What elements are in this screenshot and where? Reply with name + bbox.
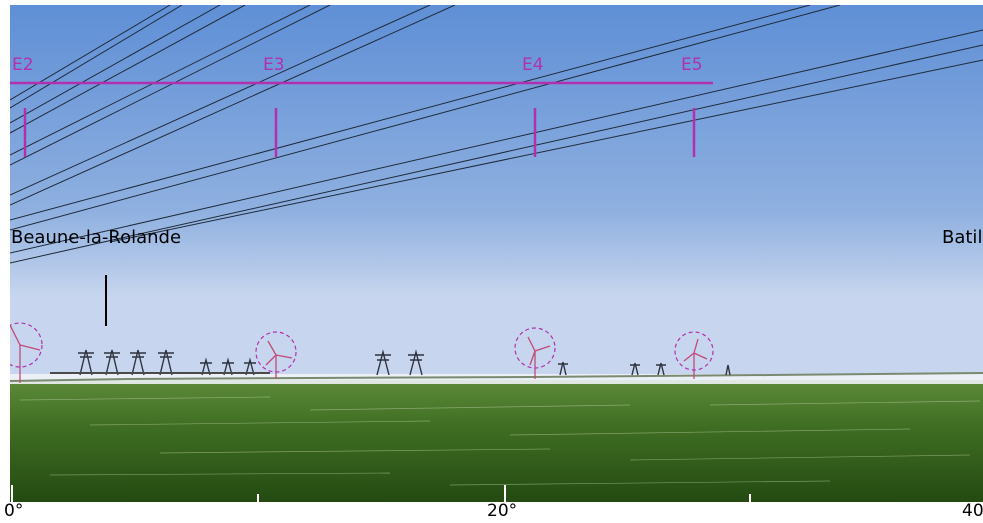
azimuth-label-40: 40 (962, 501, 983, 521)
landscape-photo (10, 5, 983, 502)
turbine-marker-overlay (10, 81, 713, 157)
wheat-field (10, 380, 983, 502)
field-texture (19, 396, 981, 486)
horizon-haze (10, 374, 983, 384)
town-label-beaune: Beaune-la-Rolande (11, 227, 182, 248)
turbine-rotor-circles (10, 322, 714, 373)
town-label-batil: Batil (942, 227, 983, 248)
horizon-treeline (10, 372, 983, 382)
azimuth-label-20: 20° (487, 501, 518, 521)
turbine-label-e4: E4 (522, 55, 544, 75)
pylons (78, 349, 731, 376)
sky (10, 5, 983, 380)
turbine-label-e3: E3 (263, 55, 285, 75)
turbine-label-e2: E2 (12, 55, 34, 75)
wind-turbines (10, 324, 708, 383)
turbine-label-e5: E5 (681, 55, 703, 75)
azimuth-label-0: 0° (4, 501, 24, 521)
azimuth-scale (11, 485, 751, 502)
